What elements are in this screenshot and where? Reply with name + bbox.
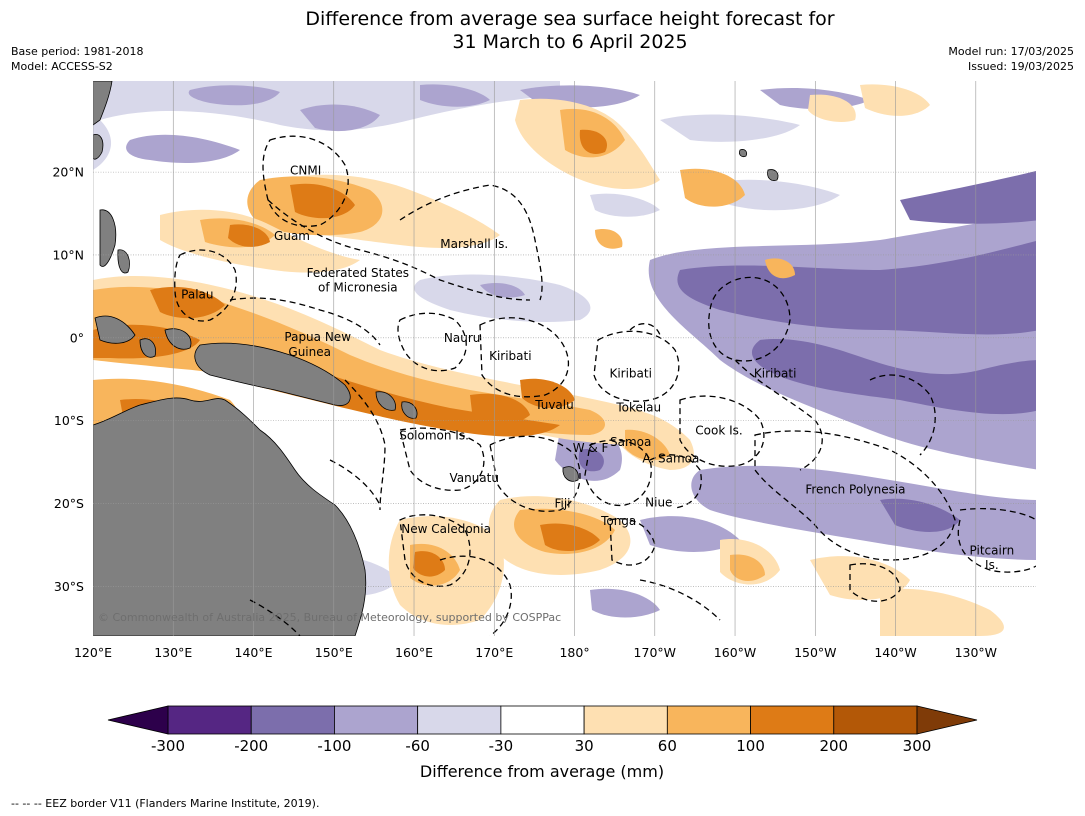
colorbar-tick-label: 300 <box>903 737 932 755</box>
model-name: Model: ACCESS-S2 <box>11 60 113 73</box>
longitude-tick-label: 170°W <box>634 645 676 660</box>
colorbar-tick-label: 100 <box>736 737 765 755</box>
region-label: Niue <box>645 496 672 510</box>
meta-left: Base period: 1981-2018 Model: ACCESS-S2 <box>11 44 143 74</box>
longitude-ticks: 120°E 130°E 140°E 150°E 160°E 170°E 180° 170°W 1… <box>74 645 997 660</box>
longitude-tick-label: 150°W <box>794 645 836 660</box>
region-label: Vanuatu <box>449 471 499 485</box>
latitude-tick-label: 10°S <box>54 413 84 428</box>
region-label: Fiji <box>554 496 570 510</box>
longitude-tick-label: 160°E <box>395 645 433 660</box>
region-label: of Micronesia <box>318 280 398 294</box>
colorbar-swatch <box>500 705 585 735</box>
latitude-ticks: 20°N 10°N 0° 10°S 20°S 30°S <box>52 165 84 594</box>
longitude-tick-label: 130°E <box>154 645 192 660</box>
eez-legend-note: -- -- -- EEZ border V11 (Flanders Marine… <box>11 797 320 810</box>
colorbar-tick-label: -60 <box>405 737 430 755</box>
eez-borders <box>174 135 1036 636</box>
longitude-tick-label: 140°E <box>235 645 273 660</box>
region-label: A. Samoa <box>642 452 699 466</box>
latitude-tick-label: 0° <box>70 330 84 345</box>
longitude-tick-label: 130°W <box>955 645 997 660</box>
longitude-tick-label: 150°E <box>315 645 353 660</box>
colorbar-tick-label: 30 <box>575 737 594 755</box>
region-label: Papua New <box>284 330 351 344</box>
colorbar-title: Difference from average (mm) <box>420 762 664 781</box>
latitude-tick-label: 30°S <box>54 579 84 594</box>
region-label: Kiribati <box>609 366 651 380</box>
region-label: French Polynesia <box>805 482 905 496</box>
colorbar-swatch <box>833 705 918 735</box>
colorbar-tick-label: -30 <box>489 737 514 755</box>
region-label: Guam <box>274 229 310 243</box>
region-label: Is. <box>985 558 999 572</box>
region-label: Tonga <box>600 514 636 528</box>
colorbar-over-arrow <box>916 705 978 735</box>
land-masses <box>93 81 779 636</box>
colorbar-tick-label: -200 <box>234 737 268 755</box>
region-label: Nauru <box>444 331 480 345</box>
region-label: Palau <box>181 288 213 302</box>
region-label: Tuvalu <box>534 398 574 412</box>
graticule <box>93 81 1036 636</box>
colorbar-swatch <box>417 705 502 735</box>
colorbar-swatch <box>167 705 252 735</box>
colorbar-under-arrow <box>107 705 169 735</box>
region-label: Kiribati <box>489 349 531 363</box>
model-run: Model run: 17/03/2025 <box>948 45 1074 58</box>
colorbar-swatch <box>750 705 835 735</box>
colorbar-tick-label: -100 <box>317 737 351 755</box>
latitude-tick-label: 20°S <box>54 496 84 511</box>
colorbar-swatch <box>334 705 419 735</box>
base-period: Base period: 1981-2018 <box>11 45 144 58</box>
colorbar-swatch <box>666 705 751 735</box>
region-label: Solomon Is. <box>399 429 469 443</box>
colorbar-swatch <box>250 705 335 735</box>
longitude-tick-label: 120°E <box>74 645 112 660</box>
issued-date: Issued: 19/03/2025 <box>967 60 1074 73</box>
region-label: Marshall Is. <box>440 237 508 251</box>
region-label: W & F <box>573 441 609 455</box>
colorbar-swatch <box>583 705 668 735</box>
colorbar: -300 -200 -100 -60 -30 30 60 100 200 300 <box>107 705 978 755</box>
region-label: Samoa <box>610 435 651 449</box>
longitude-tick-label: 160°W <box>714 645 756 660</box>
map-title: Difference from average sea surface heig… <box>0 8 1085 54</box>
region-label: Guinea <box>288 345 331 359</box>
region-label: Tokelau <box>615 400 661 414</box>
region-label: Federated States <box>307 266 409 280</box>
copyright-notice: © Commonwealth of Australia 2025, Bureau… <box>98 611 561 624</box>
region-label: Kiribati <box>754 366 796 380</box>
longitude-tick-label: 170°E <box>475 645 513 660</box>
map-title-line1: Difference from average sea surface heig… <box>305 8 835 30</box>
region-label: Cook Is. <box>695 424 742 438</box>
latitude-tick-label: 10°N <box>52 247 84 262</box>
colorbar-tick-label: 200 <box>819 737 848 755</box>
latitude-tick-label: 20°N <box>52 165 84 180</box>
region-label: CNMI <box>290 163 321 177</box>
colorbar-tick-label: -300 <box>151 737 185 755</box>
longitude-tick-label: 140°W <box>874 645 916 660</box>
colorbar-tick-label: 60 <box>658 737 677 755</box>
longitude-tick-label: 180° <box>559 645 589 660</box>
meta-right: Model run: 17/03/2025 Issued: 19/03/2025 <box>948 44 1074 74</box>
map-title-line2: 31 March to 6 April 2025 <box>452 31 688 53</box>
region-label: New Caledonia <box>401 522 491 536</box>
region-label: Pitcairn <box>970 544 1015 558</box>
